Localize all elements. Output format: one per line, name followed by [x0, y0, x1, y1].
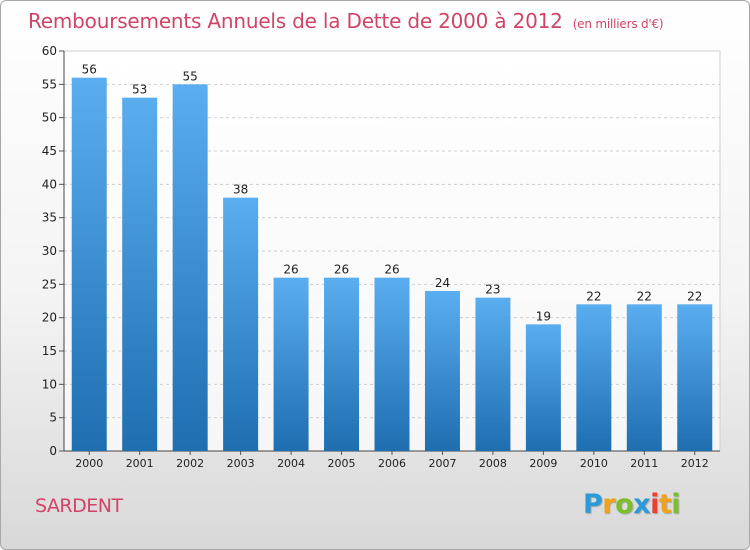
y-tick-label: 30	[42, 244, 57, 258]
x-tick-label: 2004	[277, 457, 305, 470]
data-label: 19	[536, 309, 551, 323]
x-tick-label: 2002	[176, 457, 204, 470]
x-tick-label: 2010	[580, 457, 608, 470]
bar	[424, 291, 460, 451]
data-label: 23	[485, 283, 500, 297]
bar	[677, 304, 713, 451]
data-label: 26	[384, 263, 399, 277]
bar	[324, 277, 360, 451]
data-label: 55	[183, 69, 198, 83]
data-label: 26	[334, 263, 349, 277]
logo-letter: r	[602, 489, 616, 520]
bar	[576, 304, 612, 451]
x-tick-label: 2000	[75, 457, 103, 470]
bar	[273, 277, 309, 451]
x-tick-label: 2006	[378, 457, 406, 470]
logo-letter: t	[658, 489, 672, 520]
logo-letter: o	[615, 489, 634, 520]
bar	[172, 84, 208, 451]
data-label: 38	[233, 183, 248, 197]
city-name: SARDENT	[35, 495, 123, 517]
y-tick-label: 20	[42, 311, 57, 325]
bar	[525, 324, 561, 451]
title-text: Remboursements Annuels de la Dette de 20…	[28, 9, 563, 33]
bar	[475, 297, 511, 451]
bar	[122, 97, 158, 452]
chart-title: Remboursements Annuels de la Dette de 20…	[28, 9, 664, 33]
y-tick-label: 50	[42, 111, 57, 125]
logo-letter: x	[633, 489, 651, 520]
x-tick-label: 2003	[227, 457, 255, 470]
data-label: 26	[283, 263, 298, 277]
bar	[71, 77, 107, 452]
bar	[374, 277, 410, 451]
bar-chart: 0 5 10 15 20 25 30 35 40 45 50 55 60 56 2000 53 2001 55 20…	[42, 44, 721, 470]
data-label: 22	[637, 289, 652, 303]
x-tick-label: 2008	[479, 457, 507, 470]
data-label: 22	[586, 289, 601, 303]
x-tick-label: 2007	[428, 457, 456, 470]
data-label: 56	[82, 63, 97, 77]
y-tick-label: 40	[42, 177, 57, 191]
logo-letter: i	[671, 489, 681, 520]
y-tick-label: 5	[49, 411, 57, 425]
y-tick-label: 25	[42, 277, 57, 291]
bar	[223, 197, 259, 451]
x-tick-label: 2012	[681, 457, 709, 470]
logo-letter: P	[583, 489, 603, 520]
y-tick-label: 45	[42, 144, 57, 158]
logo-letter: i	[650, 489, 659, 520]
y-tick-label: 55	[42, 77, 57, 91]
data-label: 24	[435, 276, 450, 290]
x-tick-label: 2009	[529, 457, 557, 470]
bar	[626, 304, 662, 451]
x-tick-label: 2001	[126, 457, 154, 470]
data-label: 22	[687, 289, 702, 303]
y-tick-label: 15	[42, 344, 57, 358]
y-tick-label: 0	[49, 444, 57, 458]
data-label: 53	[132, 83, 147, 97]
proxiti-logo: Proxiti	[583, 489, 681, 520]
unit-label: (en milliers d'€)	[572, 17, 664, 31]
x-tick-label: 2011	[630, 457, 658, 470]
x-tick-label: 2005	[328, 457, 356, 470]
y-tick-label: 35	[42, 211, 57, 225]
y-tick-label: 10	[42, 377, 57, 391]
y-tick-label: 60	[42, 44, 57, 58]
